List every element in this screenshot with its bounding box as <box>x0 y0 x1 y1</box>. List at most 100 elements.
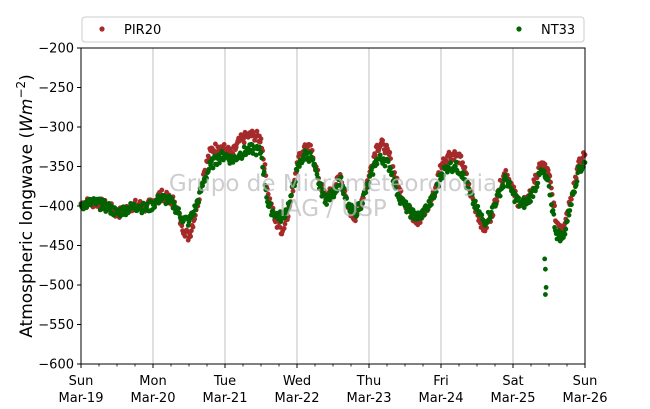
fill-point-pir20-31-8 <box>308 142 313 148</box>
fill-point-nt33-42-2 <box>382 163 388 169</box>
fill-point-pir20-15-3 <box>189 228 194 234</box>
fill-point-nt33-36-8 <box>344 196 349 201</box>
x-tick-label-weekday-5: Fri <box>433 374 449 389</box>
fill-point-nt33-26-3 <box>268 201 273 206</box>
legend-marker-nt33 <box>516 26 522 32</box>
fill-point-nt33-18-3 <box>210 165 216 171</box>
fill-point-nt33-47-2 <box>418 216 424 221</box>
fill-point-nt33-42-6 <box>385 159 391 165</box>
fill-point-nt33-36-4 <box>341 191 346 197</box>
watermark-line-1: Grupo de Micrometeorologia <box>169 171 497 197</box>
fill-point-pir20-47-1 <box>417 220 423 226</box>
fill-point-pir20-53-3 <box>462 164 468 170</box>
fill-point-nt33-14-8 <box>185 223 191 228</box>
fill-point-nt33-32-6 <box>313 168 319 174</box>
fill-point-nt33-25-6 <box>263 187 269 193</box>
point-nt33-25 <box>258 149 264 155</box>
fill-point-nt33-3-8 <box>106 201 112 206</box>
fill-point-pir20-64-4 <box>542 161 548 167</box>
y-tick-label-2: −300 <box>38 121 74 136</box>
fill-point-nt33-15-8 <box>193 207 198 213</box>
fill-point-nt33-67-5 <box>565 218 570 224</box>
x-tick-label-date-7: Mar-26 <box>563 391 608 406</box>
fill-point-nt33-56-8 <box>488 214 493 220</box>
x-tick-label-date-4: Mar-23 <box>347 391 392 406</box>
y-tick-label-5: −450 <box>38 239 74 254</box>
x-tick-label-weekday-7: Sun <box>573 374 598 389</box>
fill-point-pir20-52-7 <box>458 153 464 159</box>
fill-point-nt33-39-8 <box>365 184 371 190</box>
fill-point-nt33-32-4 <box>312 161 317 167</box>
fill-point-nt33-35-5 <box>334 188 340 194</box>
x-tick-label-weekday-6: Sat <box>502 374 523 389</box>
fill-point-nt33-28-8 <box>286 205 292 211</box>
fill-point-nt33-25-2 <box>260 164 265 170</box>
fill-point-nt33-67-8 <box>567 208 573 213</box>
legend-box <box>81 16 585 43</box>
y-tick-label-6: −500 <box>38 279 74 294</box>
fill-point-nt33-45-7 <box>408 215 413 220</box>
fill-point-nt33-7-3 <box>131 201 137 207</box>
y-tick-label-7: −550 <box>38 318 74 333</box>
fill-point-nt33-36-5 <box>341 186 347 191</box>
legend: PIR20 NT33 <box>81 16 585 43</box>
y-tick-label-0: −200 <box>38 42 74 57</box>
fill-point-nt33-60-7 <box>516 195 521 201</box>
fill-point-pir20-44-4 <box>398 188 404 194</box>
fill-point-nt33-47-6 <box>421 212 427 218</box>
fill-point-nt33-24-7 <box>257 144 262 150</box>
fill-point-nt33-25-5 <box>262 182 268 188</box>
fill-point-pir20-14-4 <box>182 233 188 239</box>
fill-point-nt33-25-4 <box>261 169 267 175</box>
fill-point-nt33-54-3 <box>469 191 475 197</box>
fill-point-nt33-53-6 <box>465 179 470 185</box>
fill-point-nt33-64-8 <box>545 176 551 182</box>
fill-point-nt33-15-6 <box>191 212 197 218</box>
fill-point-pir20-7-5 <box>133 197 138 203</box>
fill-point-pir20-15-2 <box>188 234 194 239</box>
fill-point-pir20-38-1 <box>353 218 358 224</box>
fill-point-nt33-49-3 <box>433 189 439 195</box>
fill-point-nt33-67-3 <box>563 226 569 232</box>
fill-point-nt33-29-6 <box>292 183 297 189</box>
fill-point-nt33-45-5 <box>406 202 412 208</box>
fill-point-pir20-28-2 <box>281 226 287 231</box>
x-tick-label-date-2: Mar-21 <box>203 391 248 406</box>
fill-point-nt33-29-7 <box>293 179 298 185</box>
point-nt33-16 <box>193 203 199 209</box>
fill-point-pir20-15-5 <box>190 224 196 230</box>
point-nt33-40 <box>366 179 372 185</box>
fill-point-pir20-14-7 <box>185 228 190 234</box>
series-nt33 <box>78 141 588 297</box>
fill-point-nt33-50-3 <box>441 173 446 178</box>
fill-point-nt33-63-4 <box>535 180 541 186</box>
x-tick-label-date-6: Mar-25 <box>491 391 536 406</box>
point-pir20-59 <box>503 168 509 173</box>
fill-point-nt33-34-1 <box>324 202 329 207</box>
fill-point-nt33-62-4 <box>528 199 533 204</box>
point-nt33-30 <box>294 168 300 173</box>
fill-point-nt33-2-7 <box>98 206 104 212</box>
point-nt33-3 <box>100 202 105 208</box>
point-pir20-53 <box>460 160 465 166</box>
point-nt33-57 <box>489 209 494 215</box>
legend-marker-pir20 <box>99 26 105 32</box>
fill-point-pir20-22-6 <box>241 140 247 146</box>
x-tick-label-weekday-0: Sun <box>69 374 94 389</box>
point-nt33-65 <box>546 183 552 189</box>
fill-point-nt33-68-5 <box>572 189 577 195</box>
legend-label-pir20: PIR20 <box>124 23 161 38</box>
fill-point-nt33-19-2 <box>217 160 222 166</box>
fill-point-nt33-68-8 <box>574 179 580 184</box>
fill-point-nt33-53-2 <box>461 171 467 177</box>
y-tick-label-8: −600 <box>38 358 74 373</box>
fill-point-nt33-62-7 <box>530 194 536 200</box>
x-tick-label-weekday-1: Mon <box>139 374 166 389</box>
x-tick-label-weekday-2: Tue <box>213 374 236 389</box>
fill-point-pir20-11-2 <box>159 187 165 193</box>
fill-point-pir20-21-5 <box>233 144 239 150</box>
fill-point-nt33-39-1 <box>360 201 365 206</box>
fill-point-nt33-33-6 <box>321 187 326 193</box>
fill-point-nt33-58-2 <box>497 193 503 199</box>
fill-point-nt33-8-6 <box>141 200 146 206</box>
